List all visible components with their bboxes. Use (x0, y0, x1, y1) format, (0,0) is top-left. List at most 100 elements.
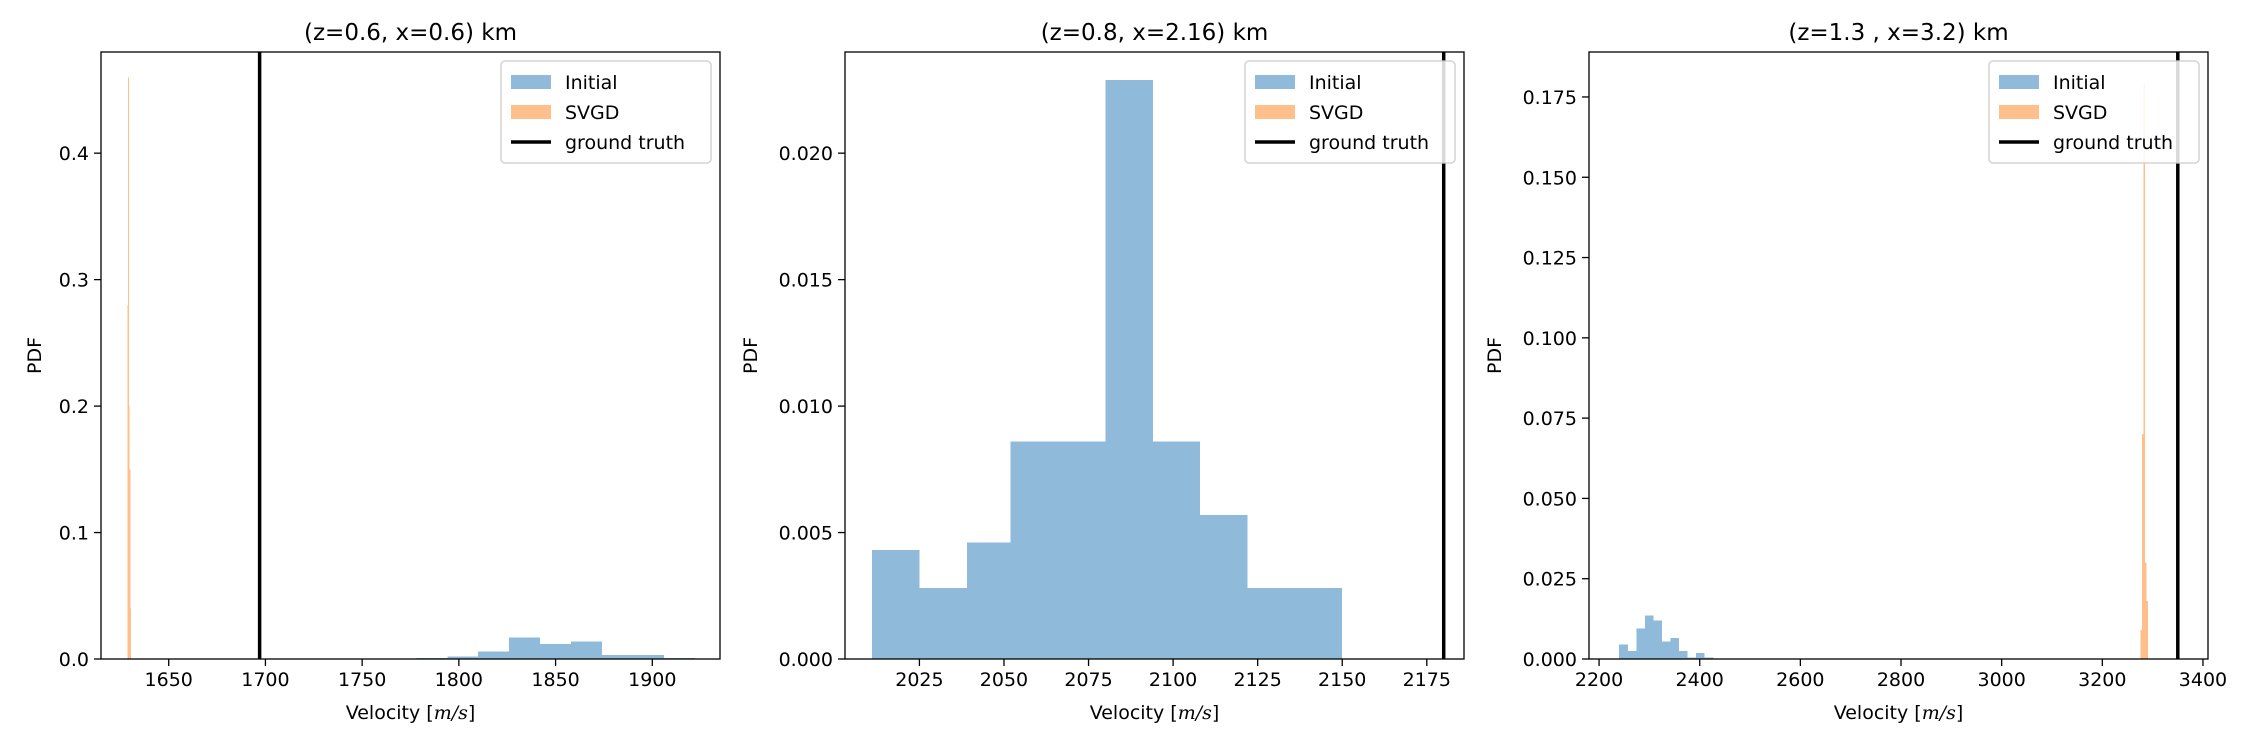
hist-bar-svgd (128, 406, 130, 659)
y-tick-label: 0.3 (59, 270, 89, 292)
legend: Initial SVGD ground truth (1244, 60, 1456, 164)
hist-bar-initial (1670, 638, 1680, 659)
hist-bar-initial (1619, 644, 1628, 659)
x-tick-label: 3400 (2179, 669, 2227, 691)
chart-title: (z=1.3 , x=3.2) km (1788, 20, 2008, 46)
legend: Initial SVGD ground truth (500, 60, 712, 164)
hist-bar-svgd (127, 304, 129, 659)
x-axis-label-unit: m/s (1922, 702, 1956, 724)
hist-bar-svgd (128, 77, 129, 659)
x-axis-label-close: ] (1212, 702, 1219, 724)
y-tick-label: 0.015 (779, 270, 833, 292)
legend: Initial SVGD ground truth (1988, 60, 2200, 164)
hist-bar-initial (1058, 441, 1106, 659)
chart-panel-3: 2200 2400 2600 2800 3000 3200 3400 0.000 0.025 0.… (1484, 20, 2227, 724)
hist-bar-initial (1653, 620, 1662, 659)
x-tick-label: 2100 (1149, 669, 1197, 691)
legend-label: ground truth (565, 132, 685, 154)
hist-bar-svgd (2145, 562, 2147, 659)
x-tick-label: 2800 (1877, 669, 1925, 691)
y-axis-label: PDF (24, 337, 46, 374)
axes-frame (1588, 51, 2209, 660)
hist-bar-initial (1105, 79, 1153, 659)
y-tick-label: 0.005 (779, 523, 833, 545)
x-tick-label: 1750 (338, 669, 386, 691)
x-tick-label: 1650 (145, 669, 193, 691)
x-tick-label: 2175 (1403, 669, 1451, 691)
x-axis-label-text: Velocity [ (346, 702, 434, 724)
y-axis-label: PDF (740, 337, 762, 374)
x-tick-label: 2025 (895, 669, 943, 691)
hist-bar-initial (1696, 653, 1705, 659)
x-tick-label: 2600 (1776, 669, 1824, 691)
y-tick-label: 0.150 (1523, 167, 1577, 189)
legend-box (500, 60, 712, 164)
hist-bar-initial (478, 651, 510, 659)
hist-bar-initial (1687, 657, 1697, 659)
x-tick-label: 1900 (628, 669, 676, 691)
chart-panel-1: 1650 1700 1750 1800 1850 1900 0.0 0.1 0.2 0.3 0.4 (… (24, 20, 721, 724)
legend-label: SVGD (565, 102, 619, 124)
legend-label: ground truth (2053, 132, 2173, 154)
x-tick-label: 1700 (241, 669, 289, 691)
hist-bar-svgd (2142, 434, 2144, 659)
x-tick-label: 3000 (1977, 669, 2025, 691)
hist-bar-initial (1247, 588, 1295, 659)
x-tick-label: 1800 (435, 669, 483, 691)
hist-bar-initial (919, 588, 967, 659)
hist-bar-initial (966, 542, 1011, 659)
hist-bar-initial (632, 655, 664, 659)
legend-box (1244, 60, 1456, 164)
x-axis-label-close: ] (468, 702, 475, 724)
hist-bar-initial (1661, 641, 1671, 659)
hist-bar-initial (602, 655, 633, 659)
y-tick-label: 0.100 (1523, 328, 1577, 350)
hist-bar-svgd (2143, 84, 2146, 659)
hist-bar-svgd (130, 608, 132, 659)
chart-title: (z=0.8, x=2.16) km (1041, 20, 1269, 46)
hist-bar-svgd (129, 469, 131, 659)
legend-label: Initial (2053, 72, 2106, 94)
y-tick-label: 0.175 (1523, 87, 1577, 109)
hist-bar-initial (1152, 441, 1201, 659)
x-axis-label-unit: m/s (1178, 702, 1212, 724)
hist-bar-svgd (2146, 601, 2149, 659)
x-tick-label: 2400 (1676, 669, 1724, 691)
chart-title: (z=0.6, x=0.6) km (304, 20, 517, 46)
legend-label: Initial (565, 72, 618, 94)
x-tick-label: 2050 (980, 669, 1028, 691)
x-axis-label-text: Velocity [ (1834, 702, 1922, 724)
y-axis-label: PDF (1484, 337, 1506, 374)
axes-frame (100, 51, 721, 660)
y-tick-label: 0.075 (1523, 408, 1577, 430)
x-axis-label: Velocity [m/s] (1834, 702, 1964, 724)
hist-bar-initial (1679, 650, 1688, 659)
y-tick-label: 0.0 (59, 649, 89, 671)
legend-label: SVGD (1309, 102, 1363, 124)
hist-bar-initial (1010, 441, 1059, 659)
hist-bar-initial (1644, 615, 1654, 659)
y-tick-label: 0.125 (1523, 248, 1577, 270)
legend-swatch-initial (1999, 75, 2039, 89)
x-tick-label: 3200 (2078, 669, 2126, 691)
y-tick-label: 0.4 (59, 143, 89, 165)
plot-area (872, 52, 1446, 659)
hist-bar-initial (509, 637, 541, 659)
legend-swatch-initial (1255, 75, 1295, 89)
x-tick-label: 2150 (1318, 669, 1366, 691)
hist-bar-initial (1294, 588, 1343, 659)
x-tick-label: 1850 (531, 669, 579, 691)
hist-bar-initial (571, 641, 603, 659)
y-tick-label: 0.050 (1523, 488, 1577, 510)
x-axis-label-close: ] (1956, 702, 1963, 724)
y-tick-label: 0.2 (59, 396, 89, 418)
axes-frame (844, 51, 1465, 660)
hist-bar-initial (1200, 514, 1248, 659)
legend-label: ground truth (1309, 132, 1429, 154)
x-tick-label: 2200 (1575, 669, 1623, 691)
y-tick-label: 0.010 (779, 396, 833, 418)
x-tick-label: 2075 (1064, 669, 1112, 691)
y-tick-label: 0.000 (779, 649, 833, 671)
x-axis-label-text: Velocity [ (1090, 702, 1178, 724)
hist-bar-initial (1636, 628, 1645, 659)
